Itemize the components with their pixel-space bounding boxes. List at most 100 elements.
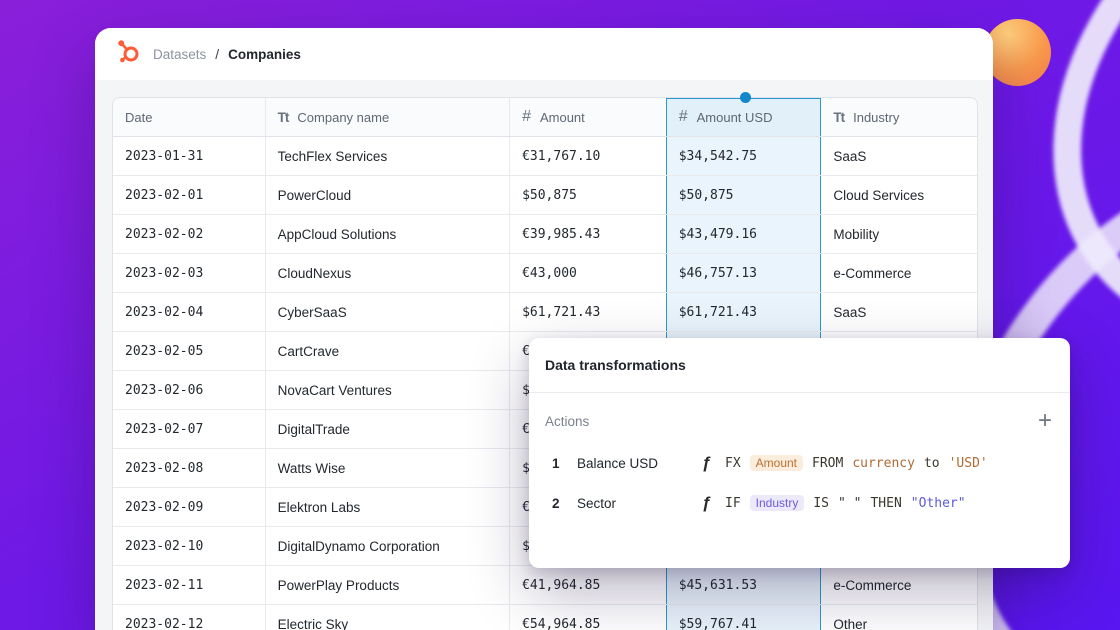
cell[interactable]: PowerPlay Products bbox=[266, 566, 511, 604]
cell[interactable]: Cloud Services bbox=[833, 187, 925, 203]
cell[interactable]: €43,000 bbox=[522, 265, 577, 281]
formula-token: to bbox=[923, 455, 940, 471]
cell[interactable]: Mobility bbox=[833, 226, 880, 242]
cell[interactable]: 2023-02-11 bbox=[113, 566, 266, 604]
column-label: Amount USD bbox=[696, 109, 773, 125]
selected-column-dot[interactable] bbox=[740, 92, 751, 103]
breadcrumb-companies: Companies bbox=[228, 46, 301, 62]
hubspot-sprocket-icon[interactable] bbox=[113, 37, 143, 72]
cell[interactable]: Elektron Labs bbox=[266, 488, 511, 526]
cell[interactable]: $43,479.16 bbox=[665, 215, 822, 253]
cell[interactable]: SaaS bbox=[833, 304, 867, 320]
cell[interactable]: $61,721.43 bbox=[665, 293, 822, 331]
action-name: Sector bbox=[577, 495, 617, 511]
function-icon: ƒ bbox=[702, 493, 712, 512]
table-header-row: Date Tt Company name # Amount # Amount USD Tt In… bbox=[113, 98, 977, 137]
column-label: Industry bbox=[853, 109, 900, 125]
action-name: Balance USD bbox=[577, 455, 659, 471]
action-formula: FX Amount FROM currency to 'USD' bbox=[725, 455, 988, 471]
text-type-icon: Tt bbox=[833, 109, 845, 125]
cell[interactable]: € bbox=[522, 343, 530, 359]
cell[interactable]: 2023-02-12 bbox=[113, 605, 266, 630]
action-row[interactable]: 2 Sector ƒ IF Industry IS " " THEN "Other" bbox=[529, 483, 1070, 523]
cell[interactable]: $46,757.13 bbox=[665, 254, 822, 292]
column-header-industry[interactable]: Tt Industry bbox=[821, 98, 977, 136]
app-header: Datasets / Companies bbox=[95, 28, 993, 80]
cell[interactable]: CloudNexus bbox=[266, 254, 511, 292]
formula-token: FX bbox=[725, 455, 741, 471]
number-type-icon: # bbox=[678, 108, 688, 125]
cell[interactable]: e-Commerce bbox=[833, 265, 912, 281]
cell[interactable]: 2023-02-10 bbox=[113, 527, 266, 565]
column-header-amount[interactable]: # Amount bbox=[510, 98, 666, 136]
breadcrumb: Datasets / Companies bbox=[153, 46, 301, 62]
cell[interactable]: $34,542.75 bbox=[665, 137, 822, 175]
cell[interactable]: $50,875 bbox=[522, 187, 577, 203]
cell[interactable]: $61,721.43 bbox=[522, 304, 601, 320]
column-header-date[interactable]: Date bbox=[113, 98, 266, 136]
cell[interactable]: 2023-02-06 bbox=[113, 371, 266, 409]
table-row: 2023-02-01 PowerCloud $50,875 $50,875 Cloud … bbox=[113, 176, 977, 215]
cell[interactable]: SaaS bbox=[833, 148, 867, 164]
cell[interactable]: Electric Sky bbox=[266, 605, 511, 630]
cell[interactable]: €39,985.43 bbox=[522, 226, 601, 242]
action-index: 1 bbox=[552, 455, 560, 471]
table-row: 2023-02-11 PowerPlay Products €41,964.85 $4… bbox=[113, 566, 977, 605]
cell[interactable]: $45,631.53 bbox=[665, 566, 822, 604]
cell[interactable]: € bbox=[522, 499, 530, 515]
cell[interactable]: $59,767.41 bbox=[665, 605, 822, 630]
cell[interactable]: € bbox=[522, 421, 530, 437]
table-row: 2023-02-12 Electric Sky €54,964.85 $59,767.… bbox=[113, 605, 977, 630]
cell[interactable]: 2023-02-02 bbox=[113, 215, 266, 253]
cell[interactable]: 2023-02-05 bbox=[113, 332, 266, 370]
table-row: 2023-01-31 TechFlex Services €31,767.10 $34… bbox=[113, 137, 977, 176]
cell[interactable]: AppCloud Solutions bbox=[266, 215, 511, 253]
breadcrumb-datasets[interactable]: Datasets bbox=[153, 46, 207, 62]
cell[interactable]: $50,875 bbox=[665, 176, 822, 214]
formula-token: 'USD' bbox=[948, 455, 988, 471]
cell[interactable]: e-Commerce bbox=[833, 577, 912, 593]
column-label: Company name bbox=[297, 109, 390, 125]
cell[interactable]: DigitalTrade bbox=[266, 410, 511, 448]
cell[interactable]: $ bbox=[522, 460, 530, 476]
cell[interactable]: CyberSaaS bbox=[266, 293, 511, 331]
cell[interactable]: 2023-02-03 bbox=[113, 254, 266, 292]
cell[interactable]: 2023-02-09 bbox=[113, 488, 266, 526]
formula-token: currency bbox=[852, 455, 915, 471]
action-index: 2 bbox=[552, 495, 560, 511]
cell[interactable]: 2023-01-31 bbox=[113, 137, 266, 175]
cell[interactable]: $ bbox=[522, 538, 530, 554]
column-label: Amount bbox=[539, 109, 585, 125]
column-ref-pill: Industry bbox=[749, 495, 805, 511]
cell[interactable]: €31,767.10 bbox=[522, 148, 601, 164]
table-row: 2023-02-03 CloudNexus €43,000 $46,757.13 e-C… bbox=[113, 254, 977, 293]
cell[interactable]: Other bbox=[833, 616, 868, 630]
cell[interactable]: TechFlex Services bbox=[266, 137, 511, 175]
cell[interactable]: 2023-02-04 bbox=[113, 293, 266, 331]
cell[interactable]: $ bbox=[522, 382, 530, 398]
cell[interactable]: €41,964.85 bbox=[522, 577, 601, 593]
cell[interactable]: NovaCart Ventures bbox=[266, 371, 511, 409]
action-formula: IF Industry IS " " THEN "Other" bbox=[725, 495, 966, 511]
cell[interactable]: 2023-02-08 bbox=[113, 449, 266, 487]
column-ref-pill: Amount bbox=[749, 455, 804, 471]
formula-token: IF bbox=[725, 495, 741, 511]
add-action-button[interactable]: + bbox=[1037, 407, 1052, 434]
column-label: Date bbox=[125, 109, 153, 125]
actions-label: Actions bbox=[545, 413, 590, 429]
cell[interactable]: Watts Wise bbox=[266, 449, 511, 487]
cell[interactable]: CartCrave bbox=[266, 332, 511, 370]
function-icon: ƒ bbox=[702, 453, 712, 472]
action-row[interactable]: 1 Balance USD ƒ FX Amount FROM currency to 'U… bbox=[529, 443, 1070, 483]
cell[interactable]: PowerCloud bbox=[266, 176, 511, 214]
column-header-company-name[interactable]: Tt Company name bbox=[266, 98, 511, 136]
breadcrumb-separator: / bbox=[215, 46, 220, 62]
cell[interactable]: 2023-02-01 bbox=[113, 176, 266, 214]
cell[interactable]: 2023-02-07 bbox=[113, 410, 266, 448]
cell[interactable]: €54,964.85 bbox=[522, 616, 601, 630]
column-header-amount-usd[interactable]: # Amount USD bbox=[665, 98, 822, 136]
formula-token: THEN bbox=[870, 495, 902, 511]
cell[interactable]: DigitalDynamo Corporation bbox=[266, 527, 511, 565]
table-row: 2023-02-02 AppCloud Solutions €39,985.43 $4… bbox=[113, 215, 977, 254]
